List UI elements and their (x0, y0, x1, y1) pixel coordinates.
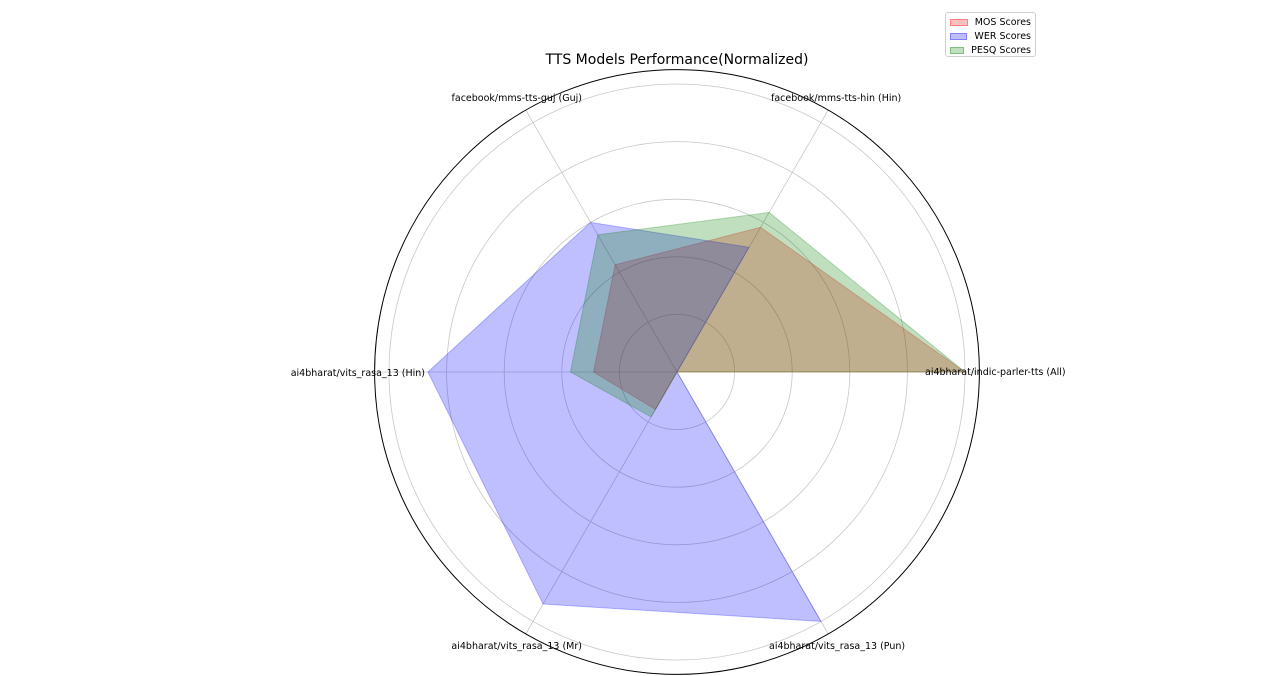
legend-label: MOS Scores (974, 16, 1031, 28)
polar-frame (374, 69, 980, 675)
series-mos-area (592, 226, 967, 411)
legend-label: PESQ Scores (971, 44, 1031, 56)
category-labels: ai4bharat/indic-parler-tts (All) facebook… (291, 93, 1066, 652)
legend-label: WER Scores (974, 30, 1031, 42)
grid-spoke (676, 371, 829, 635)
category-label: facebook/mms-tts-guj (Guj) (452, 93, 582, 104)
legend-swatch-pesq (950, 46, 965, 54)
series-pesq-area (569, 211, 967, 418)
angular-grid (374, 109, 980, 635)
series-wer-area (427, 221, 822, 622)
legend-swatch-wer (950, 32, 968, 40)
legend-swatch-mos (950, 18, 968, 26)
grid-spoke (525, 371, 678, 635)
legend: MOS Scores WER Scores PESQ Scores (945, 12, 1036, 57)
category-label: ai4bharat/indic-parler-tts (All) (925, 367, 1066, 378)
category-label: ai4bharat/vits_rasa_13 (Pun) (769, 641, 905, 652)
legend-item-wer: WER Scores (950, 29, 1031, 43)
legend-item-pesq: PESQ Scores (950, 43, 1031, 57)
category-label: facebook/mms-tts-hin (Hin) (771, 93, 901, 104)
category-label: ai4bharat/vits_rasa_13 (Mr) (451, 641, 582, 652)
category-label: ai4bharat/vits_rasa_13 (Hin) (291, 368, 425, 379)
series-polygons (427, 211, 967, 622)
legend-item-mos: MOS Scores (950, 15, 1031, 29)
grid-spoke (525, 109, 678, 373)
grid-spoke (676, 109, 829, 373)
chart-title: TTS Models Performance(Normalized) (544, 52, 808, 68)
